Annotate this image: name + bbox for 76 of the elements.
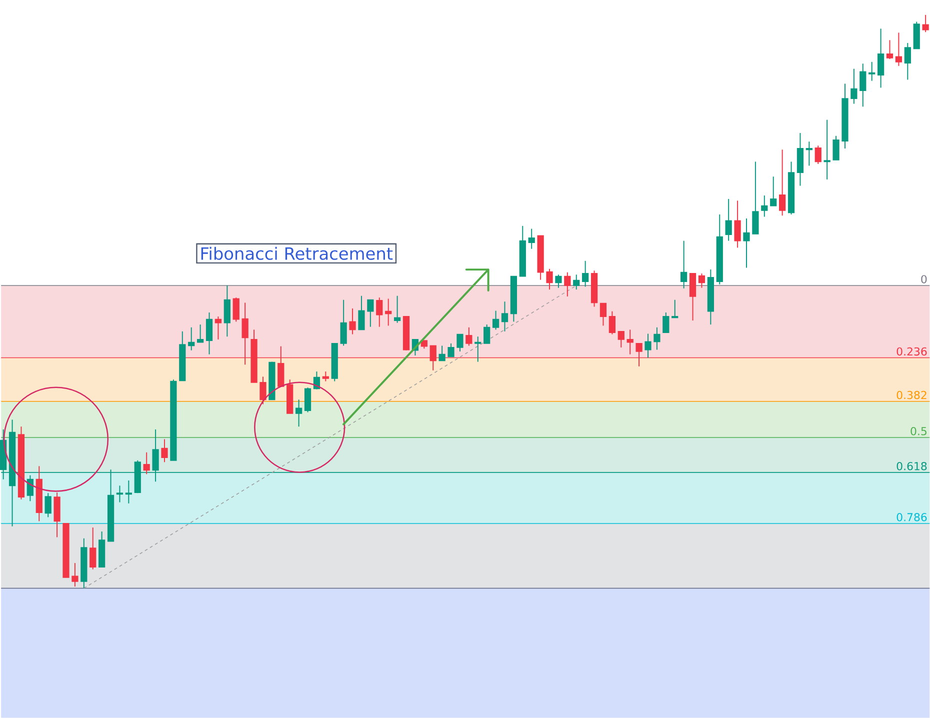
candlestick: [72, 562, 78, 588]
candlestick: [438, 345, 446, 362]
candlestick: [672, 299, 678, 318]
candlestick: [188, 326, 195, 351]
candlestick: [448, 343, 454, 358]
candlestick: [143, 452, 150, 475]
candlestick: [44, 492, 52, 518]
candlestick: [761, 195, 768, 218]
annotation: 0.786: [896, 513, 927, 522]
candlestick: [295, 399, 302, 428]
candlestick: [125, 480, 132, 504]
candlestick: [644, 333, 652, 358]
candlestick: [886, 40, 894, 60]
annotation: 0: [921, 275, 927, 284]
candlestick: [770, 176, 777, 206]
candlestick: [376, 297, 383, 328]
candlestick: [626, 329, 634, 355]
candlestick: [116, 485, 124, 503]
candlestick: [367, 299, 374, 328]
candlestick: [850, 68, 858, 104]
candlestick: [860, 63, 866, 108]
candlestick: [474, 336, 482, 362]
candlestick: [528, 228, 535, 250]
candlestick: [492, 310, 500, 330]
candlestick: [806, 141, 812, 166]
candlestick: [895, 32, 902, 67]
candlestick: [206, 312, 213, 355]
candlestick: [322, 371, 329, 382]
candlestick: [349, 308, 356, 335]
candlestick: [484, 324, 490, 344]
candlestick: [90, 527, 96, 570]
annotation: 0.382: [896, 390, 926, 400]
candlestick: [680, 240, 688, 289]
candlestick: [922, 14, 929, 33]
candlestick: [904, 42, 911, 80]
candlestick: [161, 438, 168, 463]
candlestick: [698, 273, 706, 288]
candlestick: [814, 145, 822, 165]
candlestick: [196, 324, 204, 343]
annotation: 0.5: [910, 427, 926, 436]
candlestick: [26, 474, 34, 502]
candlestick: [734, 200, 741, 248]
candlestick: [778, 149, 786, 216]
annotation: 0.236: [896, 347, 927, 356]
candlestick: [618, 330, 624, 348]
candlestick: [743, 218, 750, 268]
candlestick: [654, 326, 660, 350]
candlestick: [385, 298, 392, 326]
candlestick: [501, 301, 508, 332]
candlestick: [689, 273, 696, 322]
candlestick: [340, 299, 347, 346]
candlestick: [582, 260, 589, 288]
candlestick: [573, 274, 580, 290]
candlestick: [394, 295, 401, 324]
candlestick: [304, 387, 312, 413]
candlestick: [564, 272, 571, 297]
candlestick: [725, 198, 732, 242]
annotation: Fibonacci Retracement: [201, 246, 393, 260]
candlestick: [260, 376, 266, 405]
candlestick: [877, 28, 884, 88]
candlestick: [752, 161, 759, 234]
candlestick: [232, 297, 240, 322]
candlestick: [662, 312, 670, 334]
candlestick: [546, 268, 553, 290]
candlestick: [824, 119, 830, 180]
candlestick: [555, 274, 562, 288]
candlestick: [456, 334, 464, 352]
candlestick: [608, 310, 616, 335]
candlestick: [868, 61, 876, 82]
candlestick: [832, 135, 840, 161]
candlestick: [214, 316, 222, 340]
annotation: 0.618: [896, 462, 927, 470]
candlestick: [224, 285, 230, 338]
candlestick: [358, 295, 365, 330]
candlestick: [466, 326, 472, 346]
candlestick: [600, 302, 607, 326]
